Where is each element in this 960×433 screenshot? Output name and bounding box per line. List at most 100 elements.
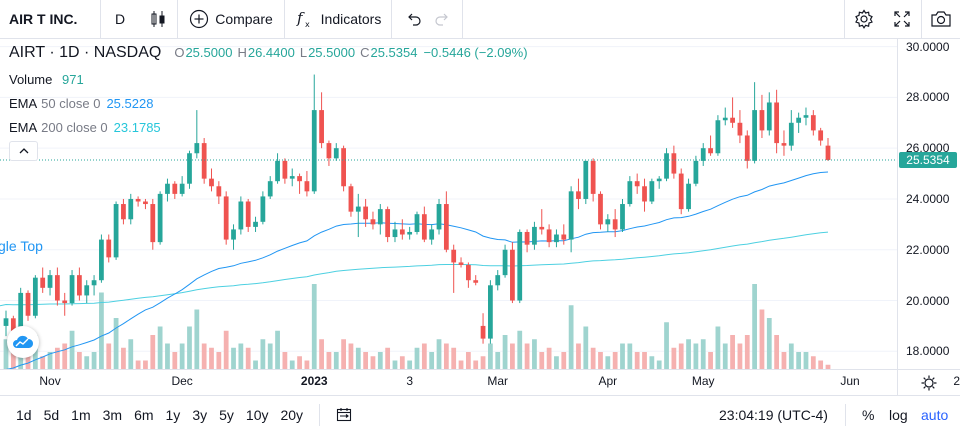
log-scale-toggle[interactable]: log: [889, 406, 908, 423]
volume-bar: [209, 347, 214, 369]
volume-bar: [766, 318, 772, 369]
candle-body: [399, 229, 405, 235]
range-button-1y[interactable]: 1y: [165, 406, 181, 423]
candle-body: [458, 262, 464, 265]
legend-ema50[interactable]: EMA 50 close 0 25.5228: [9, 96, 528, 112]
candle: [803, 107, 809, 126]
candle: [385, 206, 391, 243]
range-button-3y[interactable]: 3y: [192, 406, 208, 423]
snapshot-button[interactable]: [922, 0, 960, 39]
auto-scale-toggle[interactable]: auto: [921, 406, 949, 423]
compare-label: Compare: [215, 11, 273, 27]
candle: [355, 193, 361, 238]
candlesticks: [3, 74, 831, 344]
candle-body: [612, 219, 618, 230]
time-label: 3: [406, 374, 413, 388]
undo-button[interactable]: [400, 0, 428, 39]
candle-body: [708, 148, 713, 154]
candle: [304, 171, 310, 197]
volume-bar: [245, 347, 251, 369]
legend-volume[interactable]: Volume 971: [9, 72, 528, 88]
volume-bar: [84, 356, 90, 369]
chevron-up-icon: [19, 148, 28, 154]
compare-button[interactable]: Compare: [178, 0, 284, 39]
candle: [84, 280, 90, 304]
volume-bar: [781, 352, 787, 369]
candle-body: [121, 204, 126, 220]
redo-button[interactable]: [428, 0, 456, 39]
volume-bar: [128, 339, 134, 369]
interval-button[interactable]: D: [114, 11, 126, 27]
candle-body: [774, 102, 780, 144]
candle: [267, 176, 273, 199]
candle: [341, 145, 346, 192]
clock-timezone[interactable]: 23:04:19 (UTC-4): [719, 406, 828, 423]
change-value: −0.5446 (−2.09%): [423, 45, 528, 60]
volume-bar: [708, 352, 713, 369]
candle-body: [407, 231, 413, 235]
candle: [25, 290, 31, 321]
candle-body: [686, 183, 691, 210]
time-label: 22: [953, 374, 960, 388]
candle-body: [656, 178, 662, 182]
percent-scale-toggle[interactable]: %: [862, 406, 875, 423]
time-label: Nov: [39, 374, 61, 388]
candle-body: [135, 198, 141, 202]
candle-body: [238, 201, 244, 230]
candle: [649, 178, 655, 205]
legend-symbol-title[interactable]: AIRT · 1D · NASDAQ: [9, 44, 162, 61]
price-scale[interactable]: 25.5354 30.0000 28.0000 26.0000 24.0000 22.0…: [897, 39, 960, 369]
toolbar-divider: [462, 0, 463, 39]
candle-body: [678, 173, 684, 210]
cloud-button[interactable]: [7, 326, 39, 358]
candle: [209, 168, 214, 192]
ema-200-line: [0, 231, 829, 307]
range-buttons: 1d 5d 1m 3m 6m 1y 3y 5y 10y 20y: [0, 407, 309, 423]
range-button-5d[interactable]: 5d: [43, 406, 60, 423]
volume-bar: [436, 339, 442, 369]
range-button-10y[interactable]: 10y: [245, 406, 269, 423]
range-button-3m[interactable]: 3m: [102, 406, 123, 423]
candle-body: [744, 135, 750, 161]
candle: [223, 191, 229, 245]
date-range-button[interactable]: [336, 407, 354, 423]
candle-body: [326, 143, 332, 159]
volume-bar: [744, 335, 750, 369]
price-chart[interactable]: [0, 39, 897, 369]
range-button-20y[interactable]: 20y: [280, 406, 304, 423]
range-button-5y[interactable]: 5y: [219, 406, 234, 423]
fullscreen-button[interactable]: [883, 0, 921, 39]
range-button-1d[interactable]: 1d: [16, 406, 32, 423]
candle: [407, 226, 413, 240]
chart-type-button[interactable]: [139, 0, 177, 39]
time-axis[interactable]: Nov Dec 2023 3 Mar Apr May Jun 22: [0, 369, 960, 395]
volume-bar: [260, 339, 266, 369]
volume-bar: [3, 339, 9, 369]
svg-text:f: f: [296, 9, 305, 27]
symbol-search[interactable]: AIR T INC.: [9, 11, 78, 27]
candle: [759, 94, 765, 139]
volume-bar: [605, 356, 611, 369]
pattern-label: gle Top: [0, 238, 43, 254]
candle-body: [363, 206, 369, 220]
candle: [275, 153, 280, 184]
candle: [722, 107, 728, 126]
range-button-1m[interactable]: 1m: [71, 406, 91, 423]
volume-bar: [649, 356, 655, 369]
range-button-6m[interactable]: 6m: [134, 406, 154, 423]
indicators-button[interactable]: f x Indicators: [285, 0, 391, 39]
settings-button[interactable]: [845, 0, 883, 39]
volume-bar: [517, 330, 523, 369]
volume-bars: [3, 284, 831, 369]
legend-collapse-button[interactable]: [9, 141, 38, 161]
legend-ema200[interactable]: EMA 200 close 0 23.1785: [9, 120, 528, 136]
candle-body: [10, 318, 16, 331]
scale-settings-button[interactable]: [897, 369, 960, 395]
candle-body: [715, 120, 721, 154]
sun-gear-icon: [921, 375, 937, 390]
candle-body: [69, 275, 75, 304]
time-label: Apr: [598, 374, 618, 388]
fx-icon: f x: [296, 9, 310, 29]
candle-body: [128, 198, 134, 220]
candle-body: [32, 277, 38, 316]
